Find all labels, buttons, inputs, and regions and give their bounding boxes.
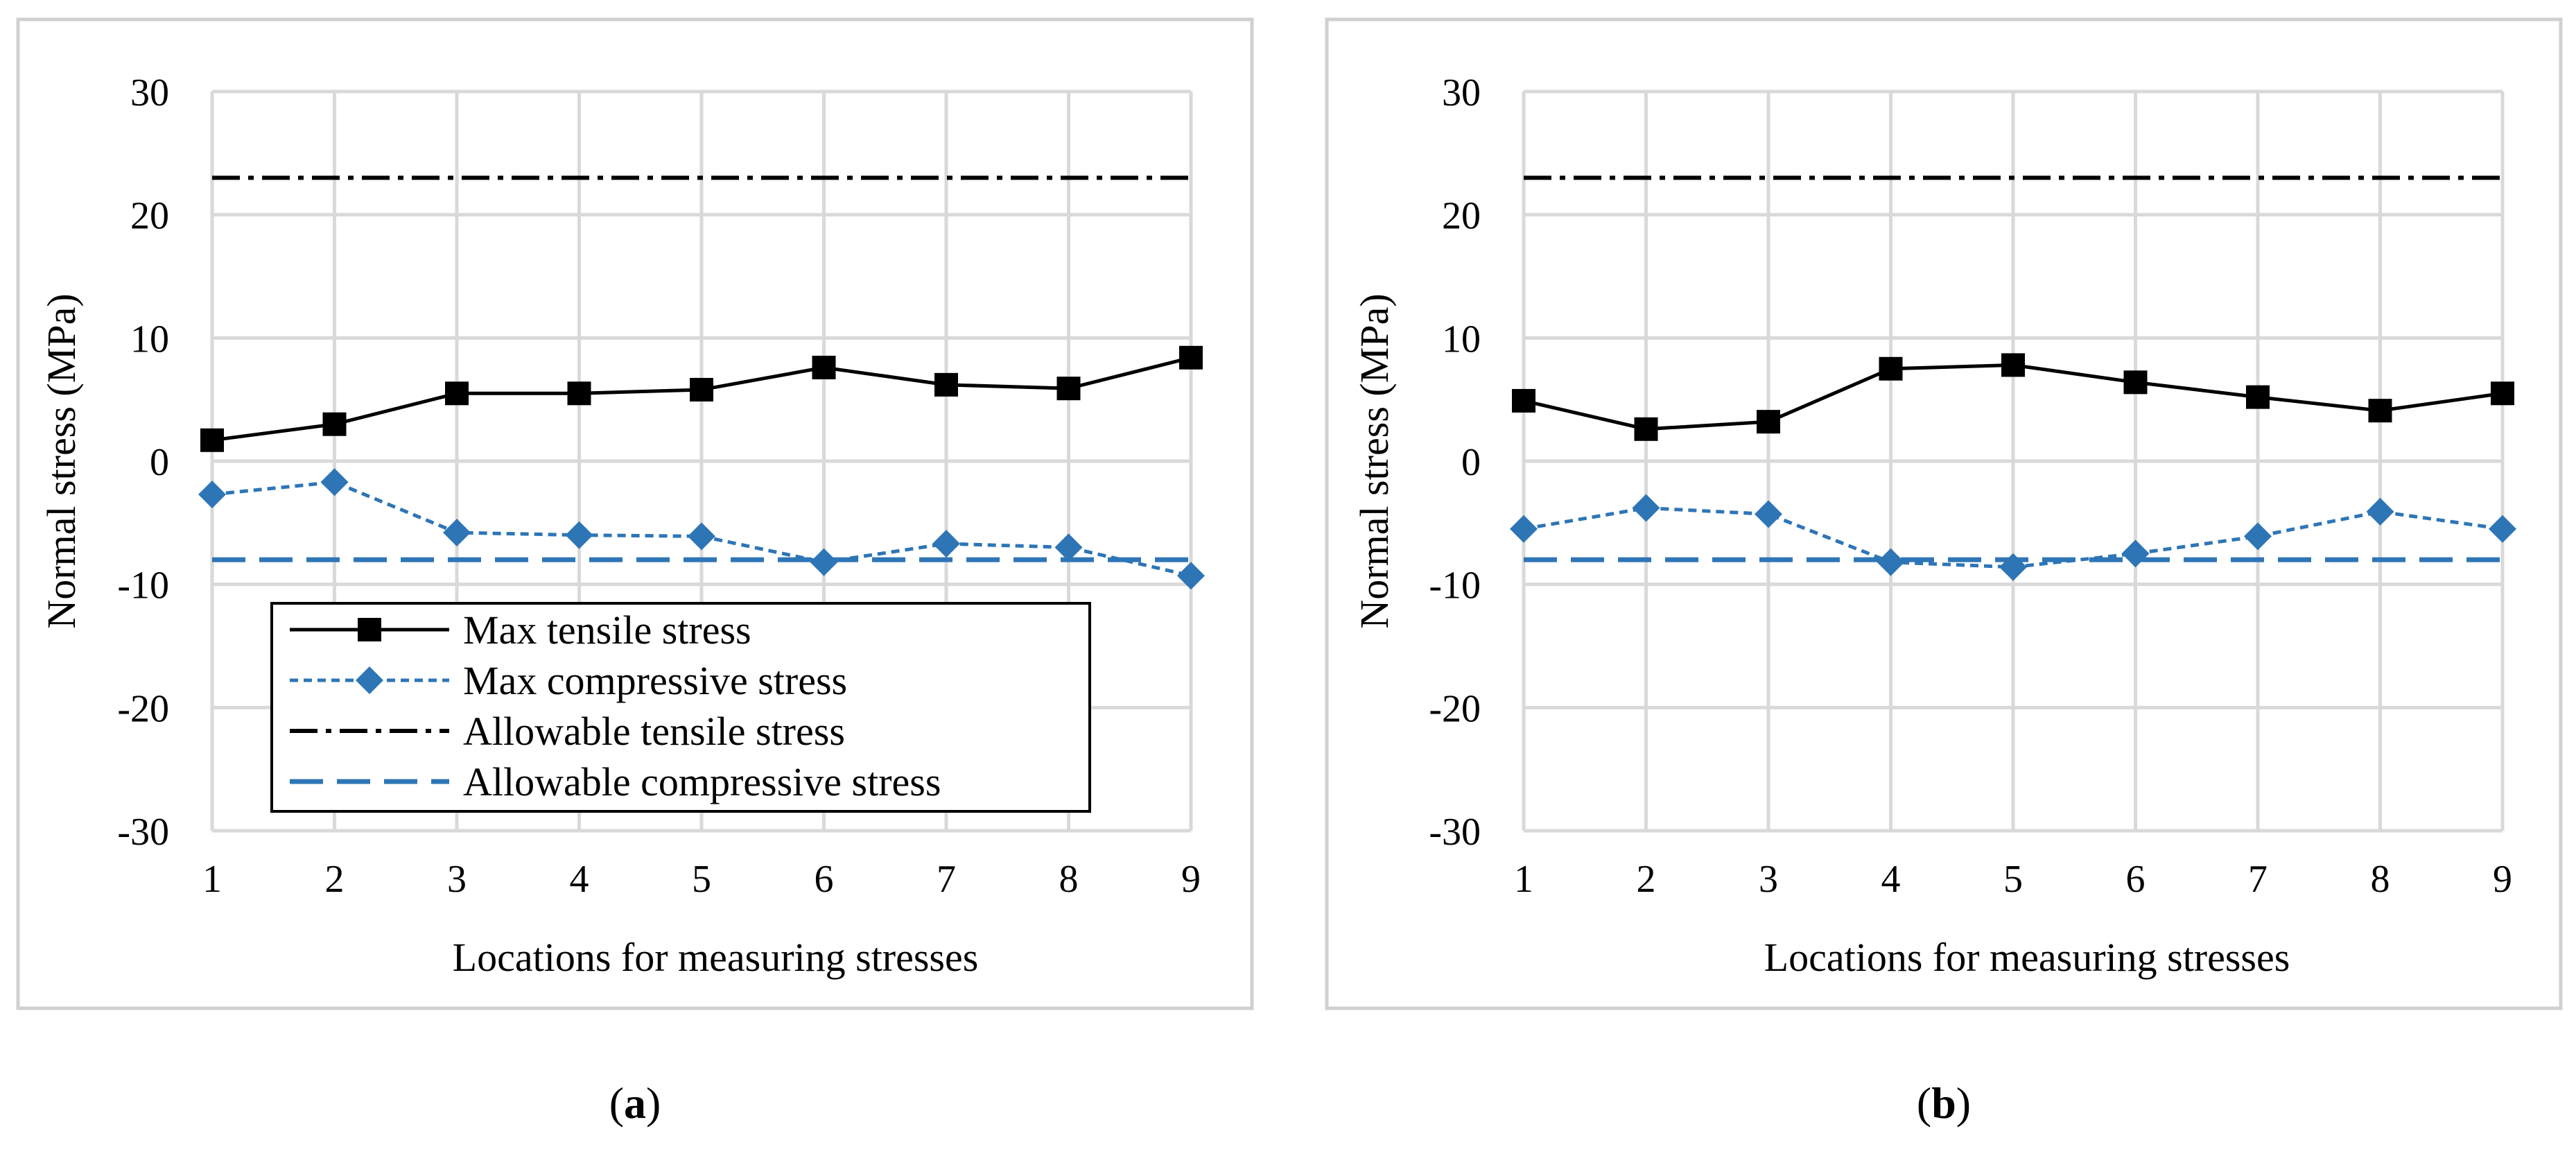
y-tick-label: 20: [130, 195, 169, 238]
marker-max-tensile-stress: [1179, 345, 1203, 370]
marker-max-compressive-stress: [2489, 515, 2516, 543]
legend-label-max-tensile: Max tensile stress: [463, 607, 751, 653]
marker-max-compressive-stress: [443, 519, 471, 547]
marker-max-compressive-stress: [565, 521, 593, 549]
marker-max-tensile-stress: [2246, 385, 2270, 409]
marker-max-compressive-stress: [1999, 553, 2027, 581]
panel-b-gridlines: [1522, 89, 2505, 833]
marker-max-tensile-stress: [322, 412, 347, 436]
x-tick-label: 1: [1514, 858, 1533, 901]
panel-a-legend: Max tensile stress Max compressive stres…: [270, 602, 1091, 813]
legend-label-max-compressive: Max compressive stress: [463, 658, 847, 703]
marker-max-compressive-stress: [1177, 562, 1205, 590]
legend-box: [270, 602, 1091, 813]
y-tick-label: 0: [150, 441, 169, 484]
panel-a-chart: 30 20 10 0 -10 -20 -30 1 2 3 4 5 6 7 8 9 Locations for…: [39, 71, 1205, 980]
marker-max-tensile-stress: [2491, 381, 2514, 406]
marker-max-compressive-stress: [320, 468, 349, 497]
legend-entry-max-compressive: Max compressive stress: [290, 658, 847, 703]
marker-max-compressive-stress: [2244, 522, 2272, 551]
x-tick-label: 2: [1637, 858, 1656, 901]
marker-max-compressive-stress: [2121, 540, 2150, 568]
marker-max-tensile-stress: [934, 372, 958, 397]
marker-max-tensile-stress: [200, 428, 224, 452]
y-tick-label: -30: [1429, 811, 1481, 854]
marker-max-tensile-stress: [2123, 370, 2148, 395]
marker-max-tensile-stress: [445, 381, 469, 406]
legend-marker-square: [358, 618, 381, 641]
marker-max-compressive-stress: [198, 480, 226, 508]
x-tick-label: 8: [1059, 858, 1079, 901]
y-tick-label: 30: [130, 71, 169, 114]
panel-a-x-tick-labels: 1 2 3 4 5 6 7 8 9: [202, 858, 1201, 901]
panel-a-x-axis-title: Locations for measuring stresses: [453, 935, 979, 980]
legend-entry-allowable-compressive: Allowable compressive stress: [290, 759, 941, 804]
panel-b-chart: 30 20 10 0 -10 -20 -30 1 2 3 4 5 6 7 8 9 Locations for…: [1352, 71, 2516, 980]
y-tick-label: 20: [1442, 195, 1481, 238]
y-tick-label: 10: [130, 318, 169, 361]
y-tick-label: 10: [1442, 318, 1481, 361]
x-tick-label: 6: [2126, 858, 2146, 901]
marker-max-tensile-stress: [567, 381, 591, 406]
marker-max-tensile-stress: [2368, 399, 2392, 423]
marker-max-compressive-stress: [1510, 515, 1538, 543]
x-tick-label: 4: [570, 858, 589, 901]
marker-max-tensile-stress: [1634, 417, 1658, 441]
y-tick-label: -10: [117, 564, 169, 607]
legend-label-allowable-compressive: Allowable compressive stress: [463, 759, 941, 804]
marker-max-compressive-stress: [1054, 533, 1083, 562]
marker-max-compressive-stress: [932, 530, 960, 558]
panel-a-frame: [16, 17, 1254, 1010]
marker-max-compressive-stress: [810, 548, 838, 576]
panel-a-y-tick-labels: 30 20 10 0 -10 -20 -30: [117, 71, 169, 854]
marker-max-tensile-stress: [1757, 410, 1780, 434]
y-tick-label: -10: [1429, 564, 1481, 607]
marker-max-compressive-stress: [688, 522, 715, 551]
x-tick-label: 3: [447, 858, 467, 901]
marker-max-compressive-stress: [1877, 548, 1905, 576]
panel-b-x-axis-title: Locations for measuring stresses: [1764, 935, 2290, 980]
x-tick-label: 9: [1181, 858, 1201, 901]
marker-max-tensile-stress: [812, 355, 836, 379]
legend-marker-diamond: [356, 666, 383, 694]
x-tick-label: 4: [1881, 858, 1901, 901]
x-tick-label: 5: [2003, 858, 2023, 901]
marker-max-tensile-stress: [2001, 353, 2025, 377]
x-tick-label: 6: [815, 858, 834, 901]
panel-a-series: [198, 175, 1205, 590]
legend-label-allowable-tensile: Allowable tensile stress: [463, 709, 845, 754]
legend-entry-allowable-tensile: Allowable tensile stress: [290, 709, 845, 754]
panel-b-x-tick-labels: 1 2 3 4 5 6 7 8 9: [1514, 858, 2512, 901]
x-tick-label: 2: [325, 858, 345, 901]
y-tick-label: -20: [1429, 687, 1481, 730]
marker-max-compressive-stress: [2366, 497, 2394, 526]
x-tick-label: 7: [2248, 858, 2268, 901]
y-tick-label: -30: [117, 811, 169, 854]
marker-max-compressive-stress: [1632, 494, 1660, 522]
marker-max-tensile-stress: [1056, 377, 1081, 401]
y-tick-label: -20: [117, 687, 169, 730]
caption-b: (b): [1917, 1078, 1971, 1128]
x-tick-label: 8: [2371, 858, 2390, 901]
panel-b-frame: [1325, 17, 2563, 1010]
x-tick-label: 9: [2493, 858, 2512, 901]
panel-b-series: [1510, 175, 2516, 581]
marker-max-tensile-stress: [1512, 388, 1535, 413]
x-tick-label: 1: [202, 858, 222, 901]
y-tick-label: 0: [1461, 441, 1481, 484]
legend-entry-max-tensile: Max tensile stress: [290, 607, 751, 653]
panel-b-y-axis-title: Normal stress (MPa): [1352, 293, 1397, 628]
x-tick-label: 5: [692, 858, 711, 901]
caption-a: (a): [609, 1078, 661, 1128]
x-tick-label: 7: [937, 858, 956, 901]
y-tick-label: 30: [1442, 71, 1481, 114]
panel-b-y-tick-labels: 30 20 10 0 -10 -20 -30: [1429, 71, 1481, 854]
marker-max-tensile-stress: [1879, 356, 1903, 381]
panel-a-y-axis-title: Normal stress (MPa): [39, 293, 84, 628]
x-tick-label: 3: [1759, 858, 1778, 901]
marker-max-compressive-stress: [1755, 500, 1782, 528]
marker-max-tensile-stress: [690, 377, 713, 402]
